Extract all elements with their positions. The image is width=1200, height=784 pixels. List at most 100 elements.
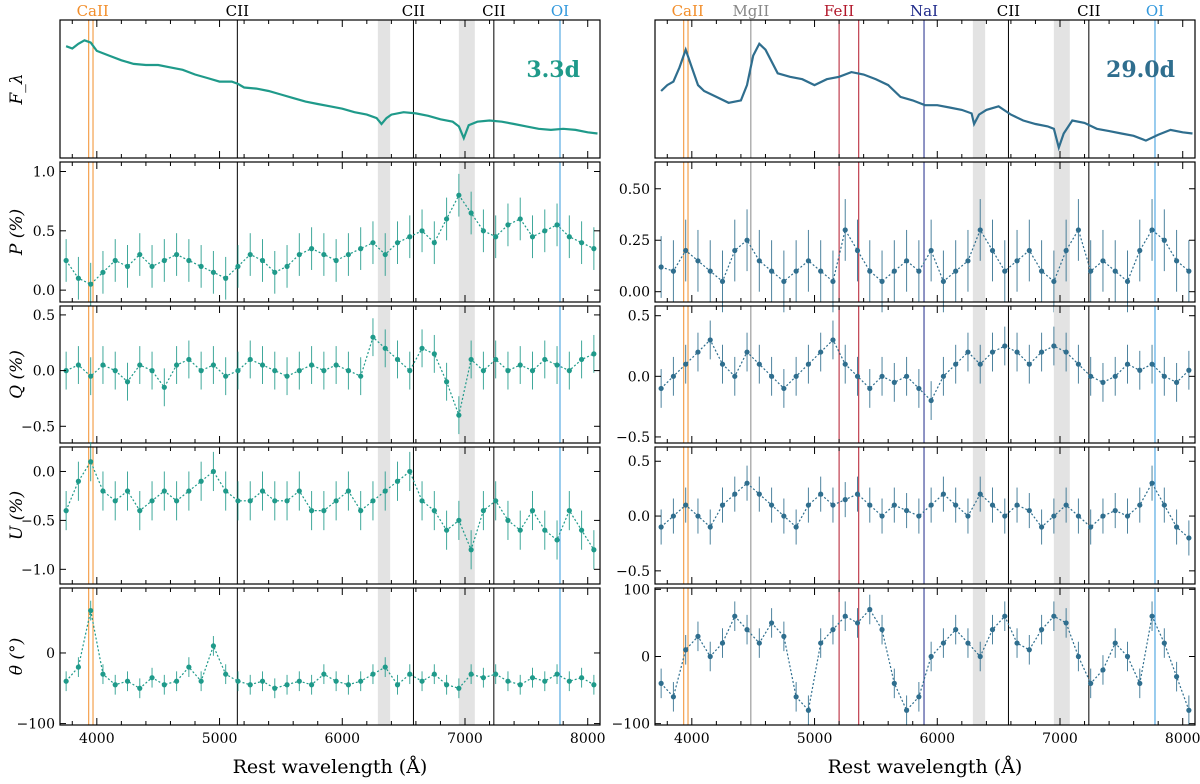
data-point (419, 678, 425, 684)
data-point (793, 524, 799, 530)
stokes-line-theta (65, 610, 595, 690)
data-point (1088, 680, 1094, 686)
data-point (247, 682, 253, 688)
data-point (124, 488, 131, 494)
data-point (965, 349, 971, 355)
data-point (903, 373, 910, 379)
data-point (953, 627, 959, 633)
telluric-band-0 (377, 306, 391, 443)
data-point (517, 362, 523, 368)
data-point (719, 640, 726, 646)
x-tick-label: 4000 (674, 731, 710, 747)
data-point (1173, 258, 1180, 264)
data-point (977, 653, 983, 660)
data-point (100, 362, 106, 368)
data-point (989, 247, 996, 254)
data-point (867, 385, 873, 392)
data-point (1173, 379, 1180, 385)
data-point (756, 491, 762, 497)
panel-1-theta: −100 0 100 (612, 582, 1196, 733)
data-point (1112, 640, 1118, 646)
line-label-feii_a: FeII (824, 2, 854, 20)
data-point (431, 671, 437, 677)
data-point (1088, 268, 1094, 274)
data-point (916, 694, 922, 700)
data-point (707, 268, 713, 274)
data-point (480, 228, 487, 234)
data-point (940, 278, 947, 285)
data-point (867, 268, 873, 274)
data-point (333, 678, 339, 684)
data-point (419, 498, 425, 504)
y-tick-label: −1.0 (21, 562, 55, 578)
data-point (1137, 367, 1143, 373)
data-point (198, 263, 204, 270)
data-point (854, 247, 861, 254)
data-point (683, 647, 689, 653)
y-axis-label-P: P (%) (7, 209, 27, 256)
data-point (1014, 349, 1020, 355)
telluric-band-0 (377, 162, 391, 302)
data-point (223, 373, 229, 379)
data-point (707, 337, 713, 343)
data-point (284, 498, 290, 504)
data-point (928, 653, 934, 660)
y-axis-label-Q: Q (%) (7, 350, 27, 399)
data-point (670, 694, 677, 700)
data-point (554, 671, 560, 677)
data-point (1088, 373, 1094, 379)
telluric-band-0 (972, 447, 986, 584)
data-point (756, 361, 762, 367)
data-point (517, 527, 523, 533)
stokes-line-U (660, 481, 1190, 539)
data-point (529, 508, 536, 514)
epoch-label: 3.3d (526, 57, 580, 83)
y-tick-label: 0.5 (33, 308, 55, 324)
data-point (112, 682, 118, 688)
data-point (247, 251, 253, 258)
data-point (88, 607, 94, 614)
data-point (63, 368, 69, 374)
data-point (63, 508, 69, 514)
data-point (321, 508, 327, 514)
y-tick-label: −100 (17, 717, 55, 733)
data-point (842, 227, 848, 233)
data-point (308, 362, 315, 368)
data-point (259, 362, 266, 368)
data-point (1137, 502, 1143, 508)
data-point (272, 269, 278, 275)
data-point (443, 527, 450, 533)
data-point (235, 368, 241, 374)
data-point (223, 275, 229, 281)
stokes-line-theta (660, 608, 1190, 712)
data-point (100, 488, 106, 494)
data-point (198, 478, 204, 484)
data-point (744, 237, 750, 243)
data-point (566, 678, 572, 684)
data-point (542, 678, 548, 684)
telluric-band-0 (377, 588, 391, 725)
data-point (977, 361, 983, 367)
telluric-band-1 (1053, 447, 1070, 584)
data-point (891, 268, 897, 274)
data-point (953, 502, 959, 508)
data-point (1063, 502, 1069, 508)
column-0: 3.3d CaII CII CII CII OI F_λ 0.0 0.5 1.0 P (%) −0.5… (7, 2, 606, 747)
data-point (1026, 247, 1032, 254)
data-point (793, 268, 799, 274)
data-point (370, 334, 376, 340)
data-point (247, 356, 253, 363)
line-label-cii_2: CII (402, 2, 425, 20)
data-point (517, 216, 523, 222)
data-point (1186, 535, 1192, 541)
data-point (505, 368, 511, 374)
data-point (112, 498, 118, 504)
data-point (1038, 524, 1045, 530)
data-point (308, 508, 315, 514)
data-point (805, 707, 812, 713)
data-point (112, 368, 118, 374)
data-point (695, 349, 701, 355)
data-point (1002, 268, 1008, 274)
